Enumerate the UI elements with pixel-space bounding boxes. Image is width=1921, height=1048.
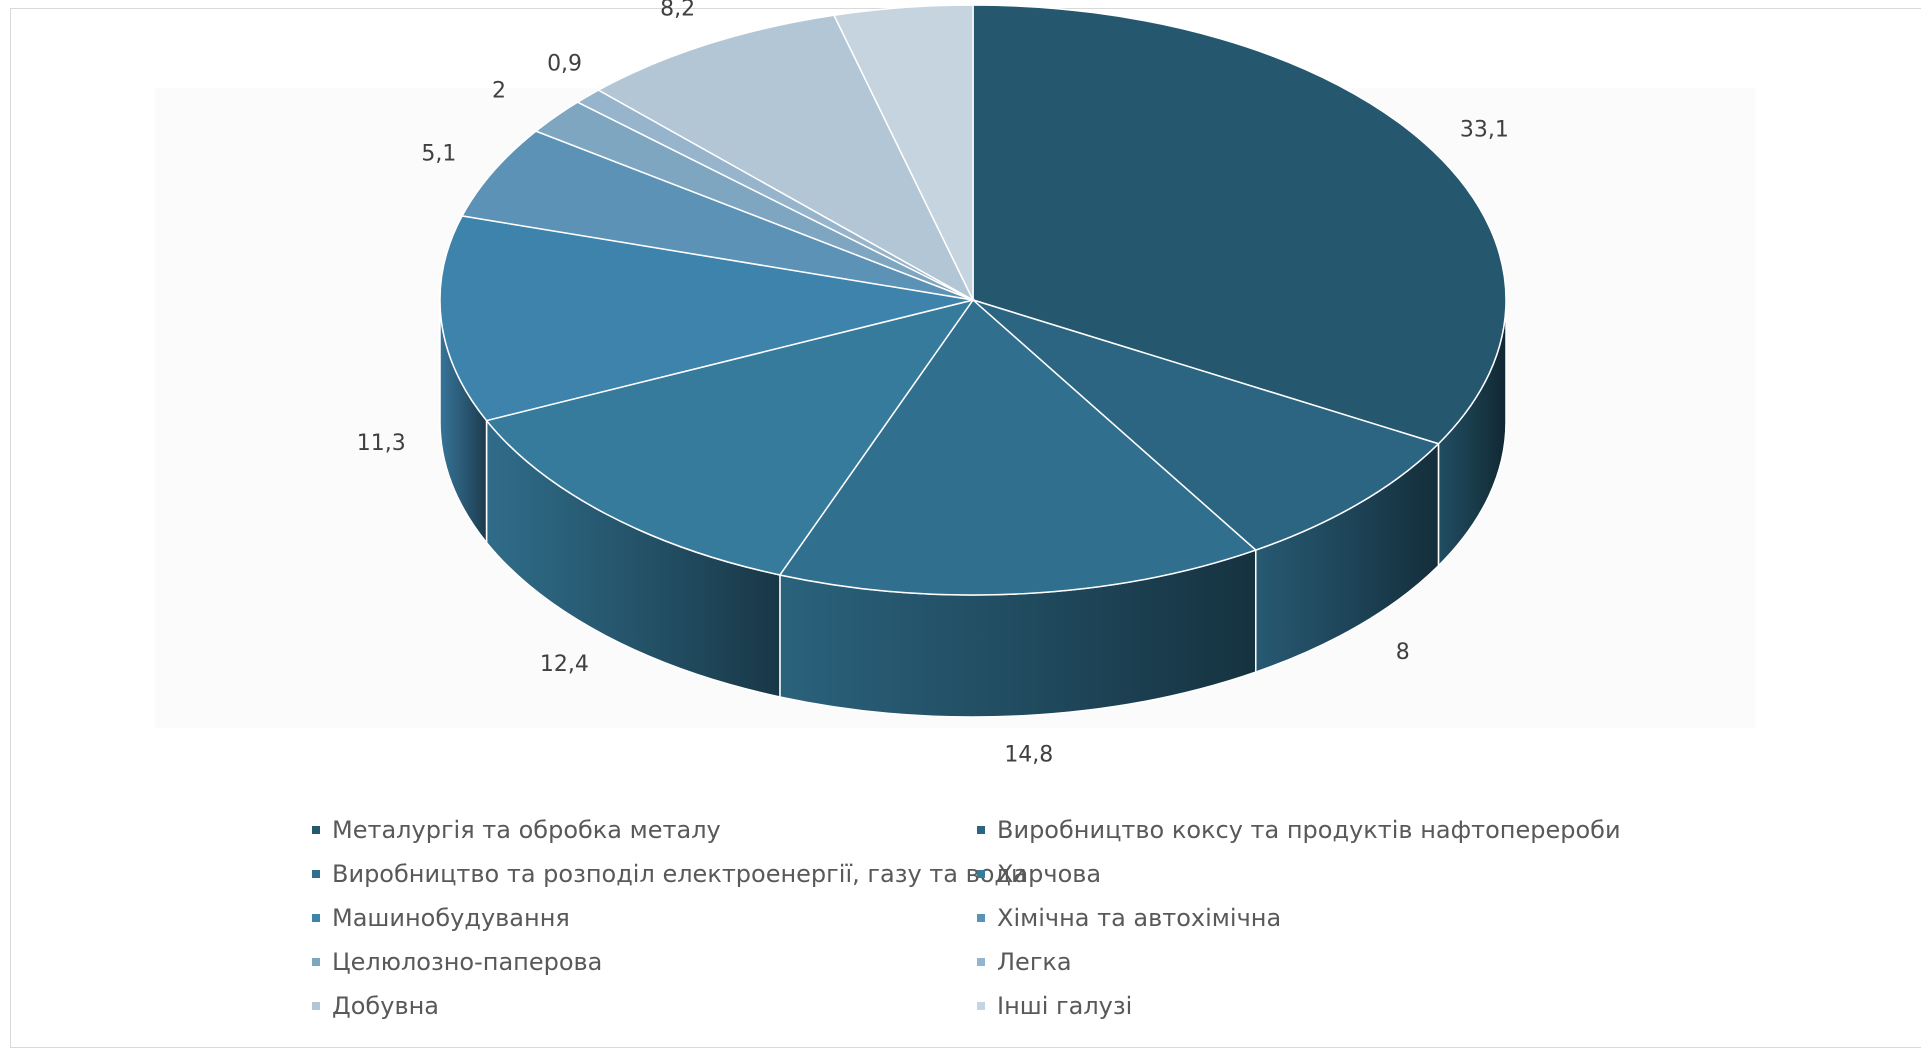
legend-item-целюлозно-паперова: Целюлозно-паперова <box>312 948 977 976</box>
legend-item-виробництво-та-розподіл-електроенергії-газу-та-води: Виробництво та розподіл електроенергії, … <box>312 860 1027 888</box>
data-label-металургія-та-обробка-металу: 33,1 <box>1460 117 1509 142</box>
data-label-целюлозно-паперова: 2 <box>492 78 506 103</box>
data-label-добувна: 8,2 <box>660 0 695 22</box>
legend-swatch <box>312 1002 320 1010</box>
pie-tops <box>439 4 1507 596</box>
legend-label: Целюлозно-паперова <box>332 948 603 976</box>
legend-item-інші-галузі: Інші галузі <box>977 992 1677 1020</box>
legend-label: Харчова <box>997 860 1102 888</box>
legend-item-виробництво-коксу-та-продуктів-нафтоперероби: Виробництво коксу та продуктів нафтопере… <box>977 816 1677 844</box>
legend-item-харчова: Харчова <box>977 860 1677 888</box>
legend-label: Добувна <box>332 992 439 1020</box>
legend-swatch <box>977 914 985 922</box>
data-label-машинобудування: 11,3 <box>357 431 406 456</box>
legend-label: Інші галузі <box>997 992 1133 1020</box>
pie-slice-добувна <box>596 14 975 302</box>
legend-swatch <box>312 826 320 834</box>
legend-swatch <box>977 1002 985 1010</box>
pie-slice-інші-галузі <box>832 4 974 301</box>
legend-swatch <box>977 958 985 966</box>
pie-slice-виробництво-та-розподіл-електроенергії-газу-та-води <box>778 298 1258 596</box>
legend-swatch <box>312 958 320 966</box>
data-label-легка: 0,9 <box>547 51 582 76</box>
data-label-виробництво-коксу-та-продуктів-нафтоперероби: 8 <box>1396 640 1410 665</box>
legend-item-хімічна-та-автохімічна: Хімічна та автохімічна <box>977 904 1677 932</box>
pie-slice-виробництво-коксу-та-продуктів-нафтоперероби <box>972 299 1440 551</box>
pie-slice-машинобудування <box>439 215 974 422</box>
legend-swatch <box>312 870 320 878</box>
legend-swatch <box>977 826 985 834</box>
legend-item-легка: Легка <box>977 948 1677 976</box>
data-label-хімічна-та-автохімічна: 5,1 <box>421 142 456 167</box>
data-label-виробництво-та-розподіл-електроенергії-газу-та-води: 14,8 <box>1004 743 1053 768</box>
legend-label: Виробництво коксу та продуктів нафтопере… <box>997 816 1621 844</box>
legend: Металургія та обробка металу Виробництво … <box>312 816 1712 1020</box>
data-label-харчова: 12,4 <box>540 652 589 677</box>
legend-label: Хімічна та автохімічна <box>997 904 1282 932</box>
legend-item-машинобудування: Машинобудування <box>312 904 977 932</box>
pie-slice-хімічна-та-автохімічна <box>460 130 974 301</box>
legend-item-металургія-та-обробка-металу: Металургія та обробка металу <box>312 816 977 844</box>
legend-label: Виробництво та розподіл електроенергії, … <box>332 860 1027 888</box>
legend-label: Машинобудування <box>332 904 570 932</box>
pie-sides <box>439 299 1507 718</box>
pie-slice-харчова <box>485 298 975 576</box>
legend-label: Легка <box>997 948 1072 976</box>
pie-slice-металургія-та-обробка-металу <box>972 4 1507 445</box>
legend-swatch <box>312 914 320 922</box>
legend-label: Металургія та обробка металу <box>332 816 721 844</box>
legend-swatch <box>977 870 985 878</box>
legend-item-добувна: Добувна <box>312 992 977 1020</box>
